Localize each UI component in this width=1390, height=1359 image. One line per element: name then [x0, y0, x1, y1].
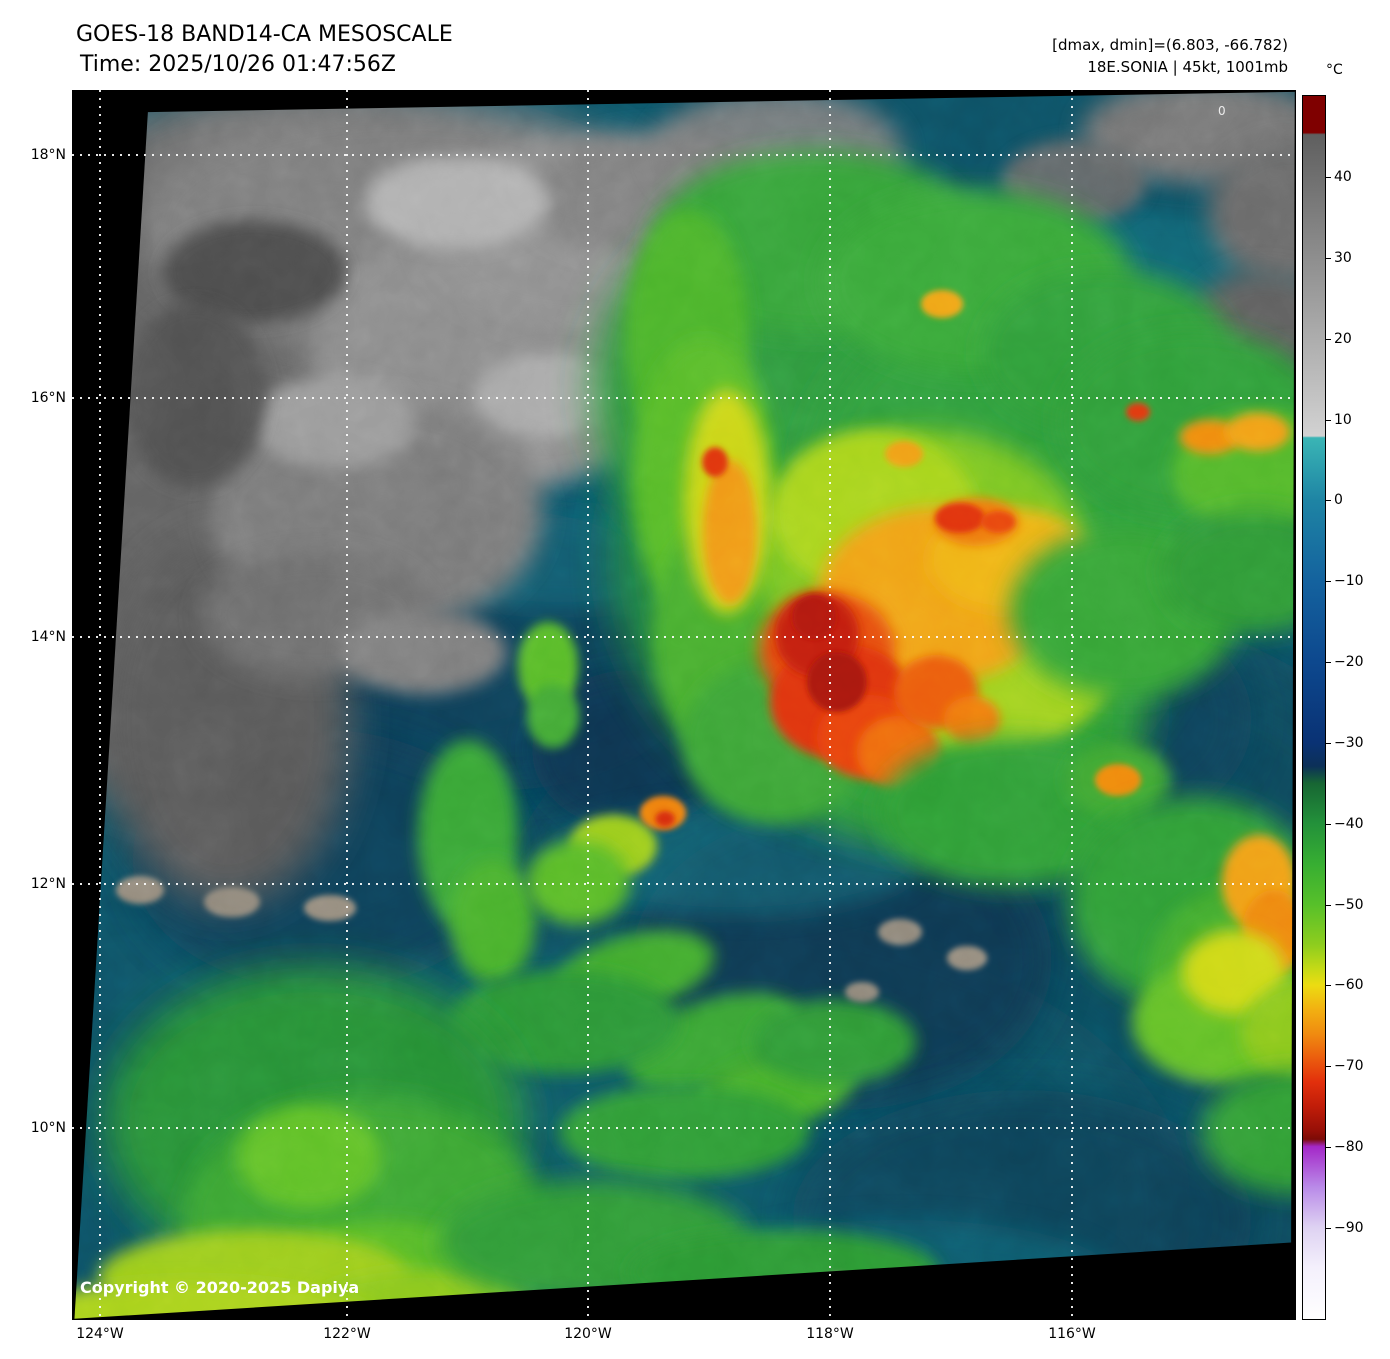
colorbar-tick-m40: −40 [1326, 816, 1364, 832]
temperature-colorbar [1302, 95, 1326, 1320]
lat-label-14n: 14°N [30, 629, 66, 645]
cloud-texture-noise [74, 91, 1295, 1319]
colorbar-tick-30: 30 [1326, 250, 1352, 266]
gridline-lon-116w [1071, 90, 1073, 1320]
gridline-lon-124w [99, 90, 101, 1320]
product-title: GOES-18 BAND14-CA MESOSCALE [76, 22, 453, 47]
colorbar-tick-m30: −30 [1326, 735, 1364, 751]
gridline-lat-12n [72, 883, 1296, 885]
gridline-lon-122w [346, 90, 348, 1320]
lon-label-122w: 122°W [323, 1326, 371, 1342]
product-timestamp: Time: 2025/10/26 01:47:56Z [80, 52, 396, 77]
image-artifact-marker: 0 [1218, 104, 1226, 118]
lat-label-12n: 12°N [30, 876, 66, 892]
colorbar-tick-10: 10 [1326, 412, 1352, 428]
lon-label-118w: 118°W [806, 1326, 854, 1342]
copyright-text: Copyright © 2020-2025 Dapiya [80, 1278, 360, 1297]
colorbar-tick-0: 0 [1326, 492, 1343, 508]
gridline-lat-14n [72, 636, 1296, 638]
lat-label-16n: 16°N [30, 390, 66, 406]
colorbar-tick-m70: −70 [1326, 1058, 1364, 1074]
dmax-dmin-readout: [dmax, dmin]=(6.803, -66.782) [1052, 36, 1288, 54]
satellite-imagery-svg [74, 91, 1295, 1319]
lon-label-116w: 116°W [1048, 1326, 1096, 1342]
gridline-lon-120w [587, 90, 589, 1320]
colorbar-tick-m10: −10 [1326, 573, 1364, 589]
colorbar-tick-m90: −90 [1326, 1220, 1364, 1236]
colorbar-unit-label: °C [1326, 62, 1343, 78]
storm-info: 18E.SONIA | 45kt, 1001mb [1087, 58, 1288, 76]
lon-label-124w: 124°W [76, 1326, 124, 1342]
info-block: [dmax, dmin]=(6.803, -66.782) 18E.SONIA … [1052, 34, 1288, 78]
lat-label-18n: 18°N [30, 147, 66, 163]
lon-label-120w: 120°W [564, 1326, 612, 1342]
colorbar-tick-m50: −50 [1326, 897, 1364, 913]
satellite-imagery [74, 91, 1295, 1319]
lat-label-10n: 10°N [30, 1120, 66, 1136]
gridline-lat-10n [72, 1127, 1296, 1129]
gridline-lon-118w [829, 90, 831, 1320]
colorbar-tick-20: 20 [1326, 331, 1352, 347]
gridline-lat-18n [72, 154, 1296, 156]
colorbar-tick-m60: −60 [1326, 977, 1364, 993]
colorbar-tick-40: 40 [1326, 169, 1352, 185]
colorbar-tick-m20: −20 [1326, 654, 1364, 670]
gridline-lat-16n [72, 397, 1296, 399]
map-plot-area: 0 Copyright © 2020-2025 Dapiya [72, 90, 1296, 1320]
colorbar-tick-m80: −80 [1326, 1139, 1364, 1155]
